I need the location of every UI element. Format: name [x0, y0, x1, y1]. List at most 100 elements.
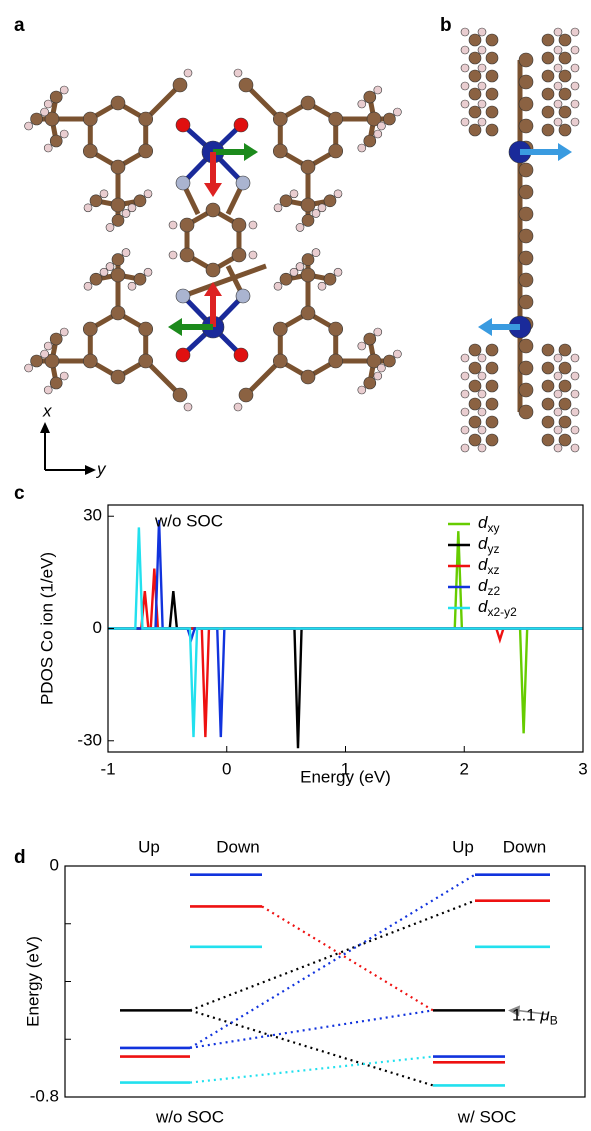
atom: [364, 333, 376, 345]
y-axis-title: Energy (eV): [23, 936, 42, 1027]
molecule-views: [25, 28, 579, 452]
atom: [232, 248, 246, 262]
axes-indicator: x y: [40, 401, 107, 478]
atom: [312, 249, 320, 257]
atom: [374, 130, 382, 138]
panel-label: d: [14, 847, 26, 868]
atom: [571, 408, 579, 416]
atom: [60, 372, 68, 380]
atom: [478, 64, 486, 72]
atom: [469, 88, 481, 100]
atom: [519, 273, 533, 287]
atom: [44, 342, 52, 350]
atom: [461, 444, 469, 452]
atom: [519, 405, 533, 419]
atom: [206, 203, 220, 217]
atom: [173, 388, 187, 402]
atom: [296, 263, 304, 271]
atom: [519, 163, 533, 177]
atom: [364, 91, 376, 103]
atom: [519, 75, 533, 89]
legend-label: dx2-y2: [478, 597, 517, 619]
atom: [180, 218, 194, 232]
legend-label: dxy: [478, 513, 499, 535]
level-connector: [262, 906, 433, 1010]
atom: [519, 229, 533, 243]
atom: [542, 362, 554, 374]
spin-arrow-head: [168, 318, 182, 336]
spin-arrow-head: [558, 143, 572, 161]
atom: [461, 372, 469, 380]
atom: [542, 398, 554, 410]
atom: [461, 46, 469, 54]
atom: [461, 82, 469, 90]
atom: [519, 339, 533, 353]
atom: [478, 46, 486, 54]
atom: [554, 390, 562, 398]
atom: [364, 135, 376, 147]
atom: [559, 34, 571, 46]
atom: [206, 263, 220, 277]
atom: [542, 70, 554, 82]
x-tick-label: 3: [578, 759, 587, 778]
column-label: Up: [452, 837, 474, 856]
atom: [83, 354, 97, 368]
pdos-curve: [108, 569, 583, 737]
atom: [461, 408, 469, 416]
atom: [301, 370, 315, 384]
atom: [302, 254, 314, 266]
y-tick-label: 30: [83, 506, 102, 525]
atom: [236, 176, 250, 190]
atom: [478, 408, 486, 416]
atom: [542, 52, 554, 64]
atom: [358, 100, 366, 108]
atom: [184, 69, 192, 77]
atom: [274, 204, 282, 212]
figure: a b c d x y -10123-30030Energy (eV)PDOS …: [0, 0, 591, 1131]
atom: [486, 106, 498, 118]
atom: [559, 362, 571, 374]
atom: [519, 251, 533, 265]
atom: [542, 34, 554, 46]
atom: [554, 444, 562, 452]
atom: [334, 190, 342, 198]
atom: [461, 118, 469, 126]
atom: [302, 214, 314, 226]
panel-label: b: [440, 15, 452, 36]
atom: [542, 124, 554, 136]
atom: [519, 295, 533, 309]
atom: [301, 96, 315, 110]
atom: [111, 268, 125, 282]
column-label: Down: [503, 837, 546, 856]
atom: [542, 106, 554, 118]
atom: [324, 195, 336, 207]
atom: [144, 268, 152, 276]
atom: [358, 144, 366, 152]
atom: [554, 354, 562, 362]
atom: [393, 350, 401, 358]
atom: [83, 144, 97, 158]
bond: [183, 266, 266, 296]
atom: [542, 380, 554, 392]
atom: [234, 69, 242, 77]
column-label: Up: [138, 837, 160, 856]
atom: [111, 306, 125, 320]
atom: [50, 135, 62, 147]
atom: [176, 289, 190, 303]
spin-arrow-head: [204, 183, 222, 197]
atom: [134, 273, 146, 285]
atom: [301, 306, 315, 320]
y-axis-title: PDOS Co ion (1/eV): [37, 552, 56, 705]
atom: [324, 273, 336, 285]
atom: [50, 333, 62, 345]
atom: [486, 34, 498, 46]
atom: [301, 198, 315, 212]
atom: [559, 88, 571, 100]
atom: [358, 386, 366, 394]
spin-arrow-head: [478, 318, 492, 336]
atom: [312, 209, 320, 217]
atom: [559, 106, 571, 118]
atom: [232, 218, 246, 232]
atom: [83, 112, 97, 126]
atom: [44, 144, 52, 152]
